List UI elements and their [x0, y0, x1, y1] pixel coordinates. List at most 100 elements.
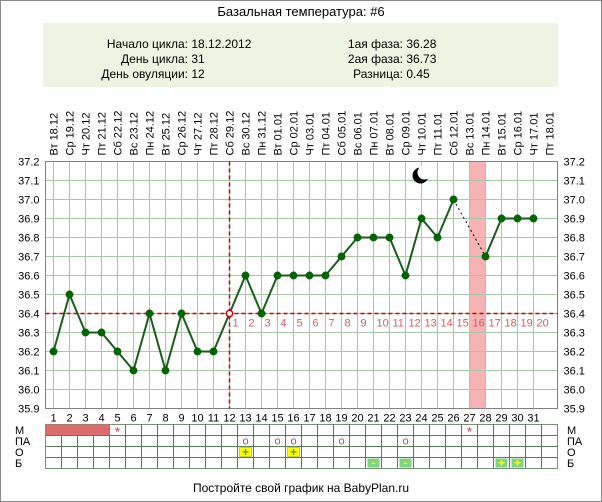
- marker-cell: [317, 446, 334, 458]
- circle-mark: o: [274, 436, 280, 448]
- series-line: [484, 218, 503, 257]
- day-label: 15: [271, 413, 283, 425]
- marker-cell: [429, 435, 446, 447]
- marker-cell: [445, 424, 462, 436]
- marker-cell: [93, 446, 110, 458]
- marker-cell: [173, 424, 190, 436]
- data-point: [97, 328, 106, 337]
- series-line: [164, 313, 183, 371]
- row-label-right: М: [567, 425, 576, 437]
- marker-cell: [301, 446, 318, 458]
- date-label: Вт 25.12: [161, 113, 173, 156]
- row-label-left: М: [15, 425, 24, 437]
- series-line: [260, 275, 279, 314]
- marker-cell: [173, 457, 190, 469]
- marker-cell: [285, 424, 302, 436]
- y-tick-label-left: 36.7: [18, 252, 39, 264]
- date-label: Ср 19.12: [65, 111, 77, 156]
- data-point: [65, 290, 74, 299]
- y-tick-label-left: 37.2: [18, 157, 39, 169]
- marker-cell: [125, 446, 142, 458]
- marker-cell: [349, 446, 366, 458]
- day-label: 19: [335, 413, 347, 425]
- minus-mark: -: [404, 456, 408, 470]
- y-tick-label-left: 36.5: [18, 290, 39, 302]
- y-tick-label-right: 36.0: [564, 385, 585, 397]
- star-mark: *: [115, 424, 121, 440]
- y-tick-label-left: 36.4: [18, 309, 39, 321]
- date-label: Вт 08.01: [385, 113, 397, 156]
- marker-cell: [61, 446, 78, 458]
- y-tick-label-right: 37.0: [564, 195, 585, 207]
- marker-cell: [461, 446, 478, 458]
- date-label: Вс 30.12: [241, 112, 253, 155]
- marker-cell: [477, 446, 494, 458]
- marker-cell: [525, 446, 542, 458]
- series-line: [52, 294, 71, 352]
- date-label: Сб 22.12: [113, 111, 125, 156]
- data-point: [305, 271, 314, 280]
- marker-cell: [429, 424, 446, 436]
- marker-cell: [189, 457, 206, 469]
- data-point: [49, 347, 58, 356]
- y-tick-label-right: 36.4: [564, 309, 585, 321]
- marker-cell: [509, 424, 526, 436]
- circle-mark: o: [402, 436, 408, 448]
- star-mark: *: [467, 424, 473, 440]
- data-point: [401, 271, 410, 280]
- data-point: [321, 271, 330, 280]
- date-label: Вт 15.01: [497, 113, 509, 156]
- marker-cell: [317, 435, 334, 447]
- row-label-right: Б: [567, 458, 574, 470]
- phase2-number: 3: [265, 318, 271, 330]
- data-point: [193, 347, 202, 356]
- data-point: [129, 366, 138, 375]
- phase2-number: 6: [313, 318, 319, 330]
- date-label: Пт 21.12: [97, 112, 109, 156]
- date-label: Пн 14.01: [481, 111, 493, 156]
- date-label: Чт 03.01: [305, 113, 317, 156]
- day-label: 30: [511, 413, 523, 425]
- marker-cell: [173, 435, 190, 447]
- day-label: 9: [178, 413, 184, 425]
- marker-cell: [77, 446, 94, 458]
- data-point: [433, 233, 442, 242]
- series-line: [68, 294, 87, 333]
- marker-cell: [541, 435, 558, 447]
- date-label: Чт 17.01: [529, 113, 541, 156]
- y-tick-label-right: 37.2: [564, 157, 585, 169]
- menses-mark: [93, 424, 110, 436]
- marker-cell: [61, 457, 78, 469]
- phase2-number: 1: [233, 318, 239, 330]
- series-line: [388, 237, 407, 276]
- day-label: 5: [114, 413, 120, 425]
- y-tick-label-right: 36.2: [564, 347, 585, 359]
- day-label: 20: [351, 413, 363, 425]
- data-point: [289, 271, 298, 280]
- marker-cell: [509, 435, 526, 447]
- marker-cell: [365, 424, 382, 436]
- y-tick-label-right: 36.7: [564, 252, 585, 264]
- marker-cell: [269, 446, 286, 458]
- marker-cell: [189, 424, 206, 436]
- y-tick-label-right: 36.3: [564, 328, 585, 340]
- y-tick-label-left: 36.1: [18, 366, 39, 378]
- data-point: [481, 252, 490, 261]
- data-point: [353, 233, 362, 242]
- y-tick-label-right: 36.8: [564, 233, 585, 245]
- data-point: [113, 347, 122, 356]
- footer-link[interactable]: Постройте свой график на BabyPlan.ru: [192, 481, 410, 495]
- marker-cell: [269, 457, 286, 469]
- plus-mark: +: [242, 445, 249, 459]
- y-tick-label-left: 36.0: [18, 385, 39, 397]
- date-label: Пт 11.01: [433, 113, 445, 156]
- marker-cell: [349, 424, 366, 436]
- series-line: [148, 313, 167, 371]
- y-tick-label-right: 36.6: [564, 271, 585, 283]
- marker-cell: [317, 457, 334, 469]
- plus-green-mark-bg: [495, 458, 508, 468]
- plot-border: [45, 161, 558, 409]
- data-point: [529, 214, 538, 223]
- day-label: 4: [98, 413, 104, 425]
